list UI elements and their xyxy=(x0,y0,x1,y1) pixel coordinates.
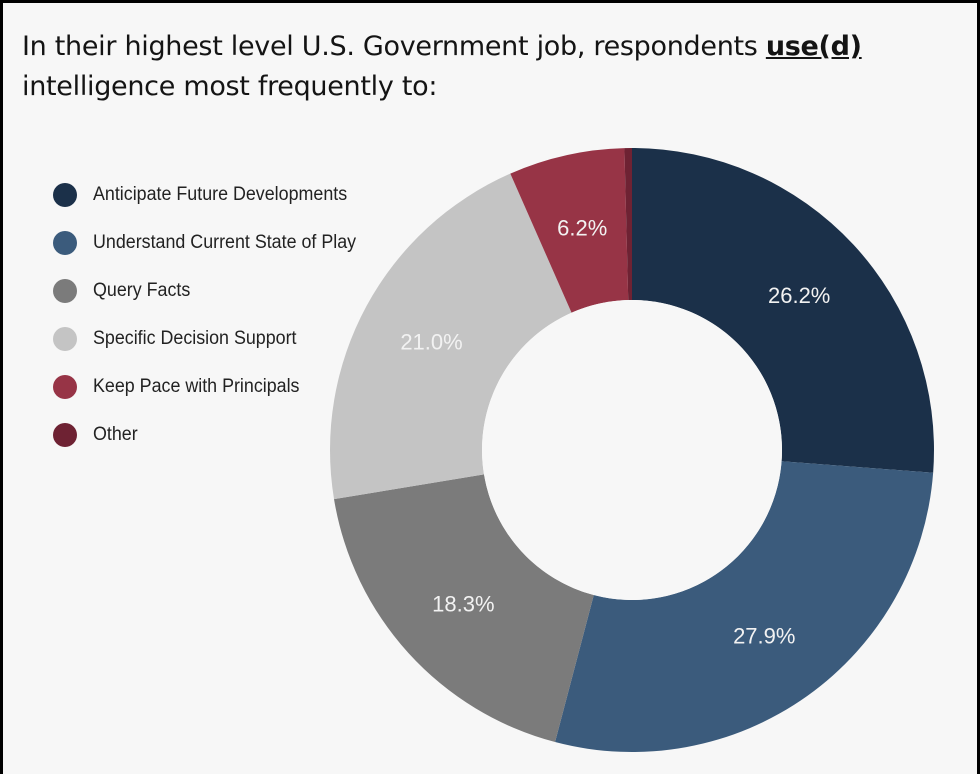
chart-legend: Anticipate Future Developments Understan… xyxy=(53,171,373,459)
legend-item-query-facts: Query Facts xyxy=(53,267,373,315)
legend-item-keep-pace: Keep Pace with Principals xyxy=(53,363,373,411)
legend-label: Specific Decision Support xyxy=(93,328,297,349)
legend-label: Anticipate Future Developments xyxy=(93,184,348,205)
donut-hole xyxy=(482,300,782,600)
slice-label-decision-support: 21.0% xyxy=(400,329,462,354)
slice-anticipate xyxy=(632,148,934,473)
slice-label-understand: 27.9% xyxy=(733,624,795,649)
title-emphasis: use(d) xyxy=(765,31,862,62)
legend-item-decision-support: Specific Decision Support xyxy=(53,315,373,363)
donut-slices xyxy=(330,148,934,752)
legend-item-anticipate: Anticipate Future Developments xyxy=(53,171,373,219)
legend-swatch-icon xyxy=(53,279,77,303)
slice-label-anticipate: 26.2% xyxy=(768,283,830,308)
legend-label: Query Facts xyxy=(93,280,191,301)
slice-label-keep-pace: 6.2% xyxy=(557,215,607,240)
legend-item-understand: Understand Current State of Play xyxy=(53,219,373,267)
slice-query-facts xyxy=(334,474,594,743)
chart-title: In their highest level U.S. Government j… xyxy=(22,27,962,107)
donut-chart: 26.2% 27.9% 18.3% 21.0% 6.2% xyxy=(330,148,934,752)
slice-understand xyxy=(555,461,934,752)
title-text-before: In their highest level U.S. Government j… xyxy=(22,31,766,62)
slice-label-query-facts: 18.3% xyxy=(432,591,494,616)
legend-swatch-icon xyxy=(53,231,77,255)
slice-keep-pace xyxy=(510,148,629,313)
legend-swatch-icon xyxy=(53,183,77,207)
slice-other xyxy=(624,148,632,301)
slice-decision-support xyxy=(330,173,572,500)
legend-swatch-icon xyxy=(53,375,77,399)
legend-swatch-icon xyxy=(53,423,77,447)
legend-swatch-icon xyxy=(53,327,77,351)
legend-label: Other xyxy=(93,424,138,445)
legend-label: Keep Pace with Principals xyxy=(93,376,300,397)
legend-item-other: Other xyxy=(53,411,373,459)
title-text-after: intelligence most frequently to: xyxy=(22,71,438,102)
donut-labels: 26.2% 27.9% 18.3% 21.0% 6.2% xyxy=(400,215,830,648)
legend-label: Understand Current State of Play xyxy=(93,232,357,253)
